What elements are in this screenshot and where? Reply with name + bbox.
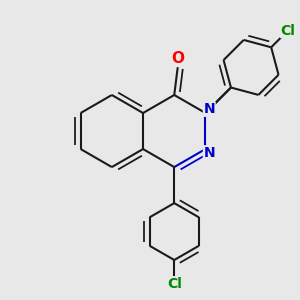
- Text: O: O: [172, 52, 184, 67]
- Text: Cl: Cl: [280, 23, 296, 38]
- Text: N: N: [203, 146, 215, 160]
- Text: Cl: Cl: [167, 277, 182, 291]
- Text: N: N: [203, 102, 215, 116]
